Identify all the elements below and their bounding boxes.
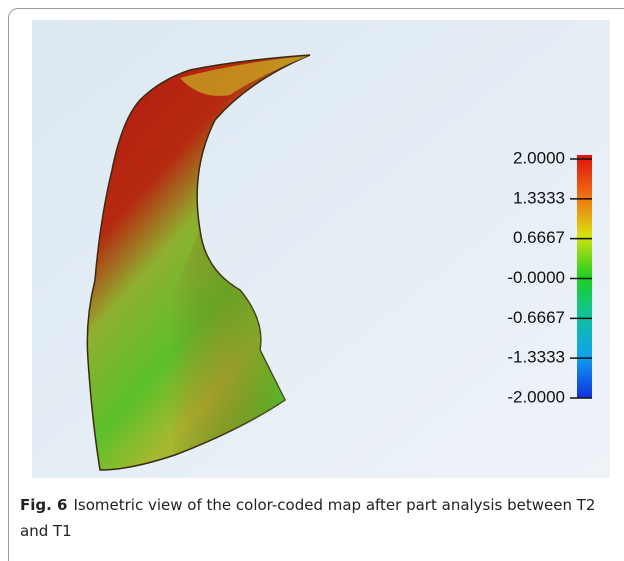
caption-text: Isometric view of the color-coded map af… bbox=[20, 496, 595, 540]
scale-tick-label: -2.0000 bbox=[507, 387, 565, 406]
page: 2.0000 1.3333 0.6667 -0.0000 -0.6667 -1.3333 -… bbox=[0, 0, 624, 561]
scale-tick-label: -0.0000 bbox=[507, 268, 565, 287]
scale-tick-label: -1.3333 bbox=[507, 348, 565, 367]
color-scale-bar bbox=[577, 155, 592, 398]
scale-tick-label: 2.0000 bbox=[513, 148, 565, 167]
scale-tick-label: 1.3333 bbox=[513, 188, 565, 207]
scale-tick-label: 0.6667 bbox=[513, 228, 565, 247]
scale-tick-label: -0.6667 bbox=[507, 308, 565, 327]
figure-image: 2.0000 1.3333 0.6667 -0.0000 -0.6667 -1.3333 -… bbox=[0, 0, 624, 561]
caption-label: Fig. 6 bbox=[20, 496, 67, 514]
